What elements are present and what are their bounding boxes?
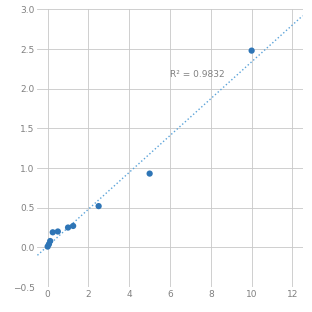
Point bbox=[45, 244, 50, 249]
Point bbox=[50, 230, 55, 235]
Point bbox=[96, 204, 101, 209]
Point bbox=[55, 229, 60, 234]
Point bbox=[66, 225, 71, 230]
Point bbox=[71, 223, 76, 228]
Point bbox=[48, 239, 53, 244]
Point bbox=[249, 48, 254, 53]
Point bbox=[46, 242, 51, 247]
Text: R² = 0.9832: R² = 0.9832 bbox=[170, 70, 225, 79]
Point bbox=[147, 171, 152, 176]
